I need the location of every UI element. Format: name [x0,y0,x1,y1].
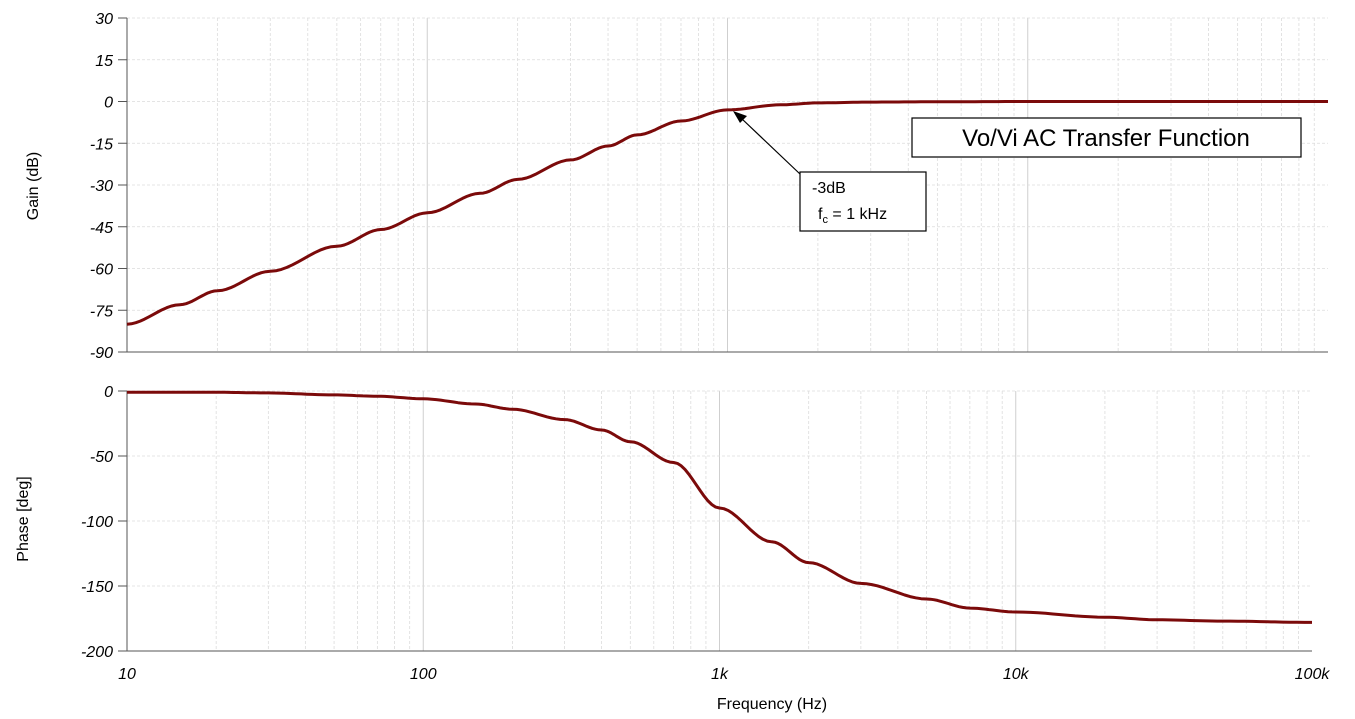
grid-layer [126,17,1328,652]
x-tick-label: 100k [1295,666,1331,683]
y-tick-label: -150 [81,579,113,596]
phase-curve [127,390,1312,624]
gain-curve [126,100,1328,326]
x-tick-label: 10k [1003,666,1030,683]
x-axis-label: Frequency (Hz) [717,696,827,713]
chart-title: Vo/Vi AC Transfer Function [962,125,1250,152]
cutoff-annotation: -3dB fc = 1 kHz [733,111,927,232]
y-tick-label: -45 [90,220,113,237]
gain-y-axis-label: Gain (dB) [25,152,42,220]
chart-title-box: Vo/Vi AC Transfer Function [911,117,1302,158]
tick-layer: 30 15 0 -15 -30 -45 -60 -75 -90 0 -50 -100 -150 -200 1… [81,11,1330,683]
y-tick-label: 30 [95,11,113,28]
y-tick-label: -60 [90,262,113,279]
annotation-line-1: -3dB [812,180,846,197]
x-tick-label: 100 [410,666,437,683]
y-tick-label: 15 [95,53,113,70]
y-tick-label: -75 [90,303,113,320]
series-layer [126,100,1328,624]
y-tick-label: -50 [90,449,113,466]
y-tick-label: -30 [90,178,113,195]
y-tick-label: -90 [90,345,113,362]
y-tick-label: -200 [81,644,113,661]
y-tick-label: -15 [90,136,113,153]
annotation-arrow-head [733,111,747,123]
annotation-box [799,171,927,232]
y-tick-label: 0 [104,384,113,401]
phase-y-axis-label: Phase [deg] [15,476,32,561]
x-tick-label: 1k [711,666,729,683]
y-tick-label: 0 [104,95,113,112]
x-tick-label: 10 [118,666,136,683]
annotation-arrow-line [740,117,801,175]
y-tick-label: -100 [81,514,113,531]
annotation-line-2: fc = 1 kHz [818,206,887,226]
